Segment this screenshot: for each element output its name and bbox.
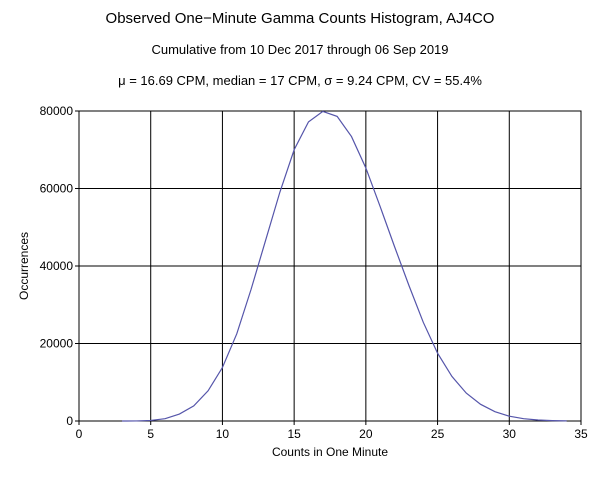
x-tick-label: 10 [216,427,230,441]
series-line [122,110,567,422]
x-tick-label: 30 [503,427,517,441]
x-tick-label: 35 [574,427,588,441]
x-tick-label: 25 [431,427,445,441]
y-tick-label: 0 [66,414,73,428]
x-tick-label: 5 [147,427,154,441]
y-axis-label: Occurrences [17,232,31,300]
x-tick-label: 20 [359,427,373,441]
chart-title: Observed One−Minute Gamma Counts Histogr… [105,10,495,27]
chart-stats-line: μ = 16.69 CPM, median = 17 CPM, σ = 9.24… [118,73,482,88]
chart-subtitle: Cumulative from 10 Dec 2017 through 06 S… [151,42,449,57]
y-tick-label: 80000 [40,104,74,118]
grid-lines [79,111,581,421]
x-tick-label: 15 [287,427,301,441]
y-tick-label: 60000 [40,182,74,196]
y-tick-label: 40000 [40,259,74,273]
y-tick-label: 20000 [40,337,74,351]
x-axis-label: Counts in One Minute [272,445,388,459]
axis-ticks: 0 5 10 15 20 25 30 35 0 20000 40000 60000 80000 [40,104,588,441]
x-tick-label: 0 [76,427,83,441]
